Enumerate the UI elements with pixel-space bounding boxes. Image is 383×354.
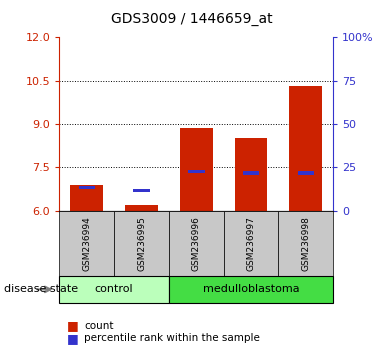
Text: ■: ■ (67, 319, 79, 332)
Bar (298, 171, 314, 175)
Bar (235, 138, 267, 211)
Bar (70, 185, 103, 211)
Text: ■: ■ (67, 332, 79, 344)
Text: medulloblastoma: medulloblastoma (203, 284, 300, 295)
Bar (180, 128, 213, 211)
Text: GSM236996: GSM236996 (192, 216, 201, 271)
Text: GSM236998: GSM236998 (301, 216, 310, 271)
Bar (290, 86, 322, 211)
Text: GSM236997: GSM236997 (247, 216, 255, 271)
Bar (188, 170, 205, 173)
Text: GSM236994: GSM236994 (82, 216, 91, 271)
Bar (133, 189, 150, 192)
Text: disease state: disease state (4, 284, 78, 295)
Text: control: control (95, 284, 133, 295)
Text: GSM236995: GSM236995 (137, 216, 146, 271)
Text: GDS3009 / 1446659_at: GDS3009 / 1446659_at (111, 12, 272, 27)
Bar (243, 171, 259, 175)
Text: count: count (84, 321, 114, 331)
Text: percentile rank within the sample: percentile rank within the sample (84, 333, 260, 343)
Bar (125, 205, 158, 211)
Bar (79, 186, 95, 189)
